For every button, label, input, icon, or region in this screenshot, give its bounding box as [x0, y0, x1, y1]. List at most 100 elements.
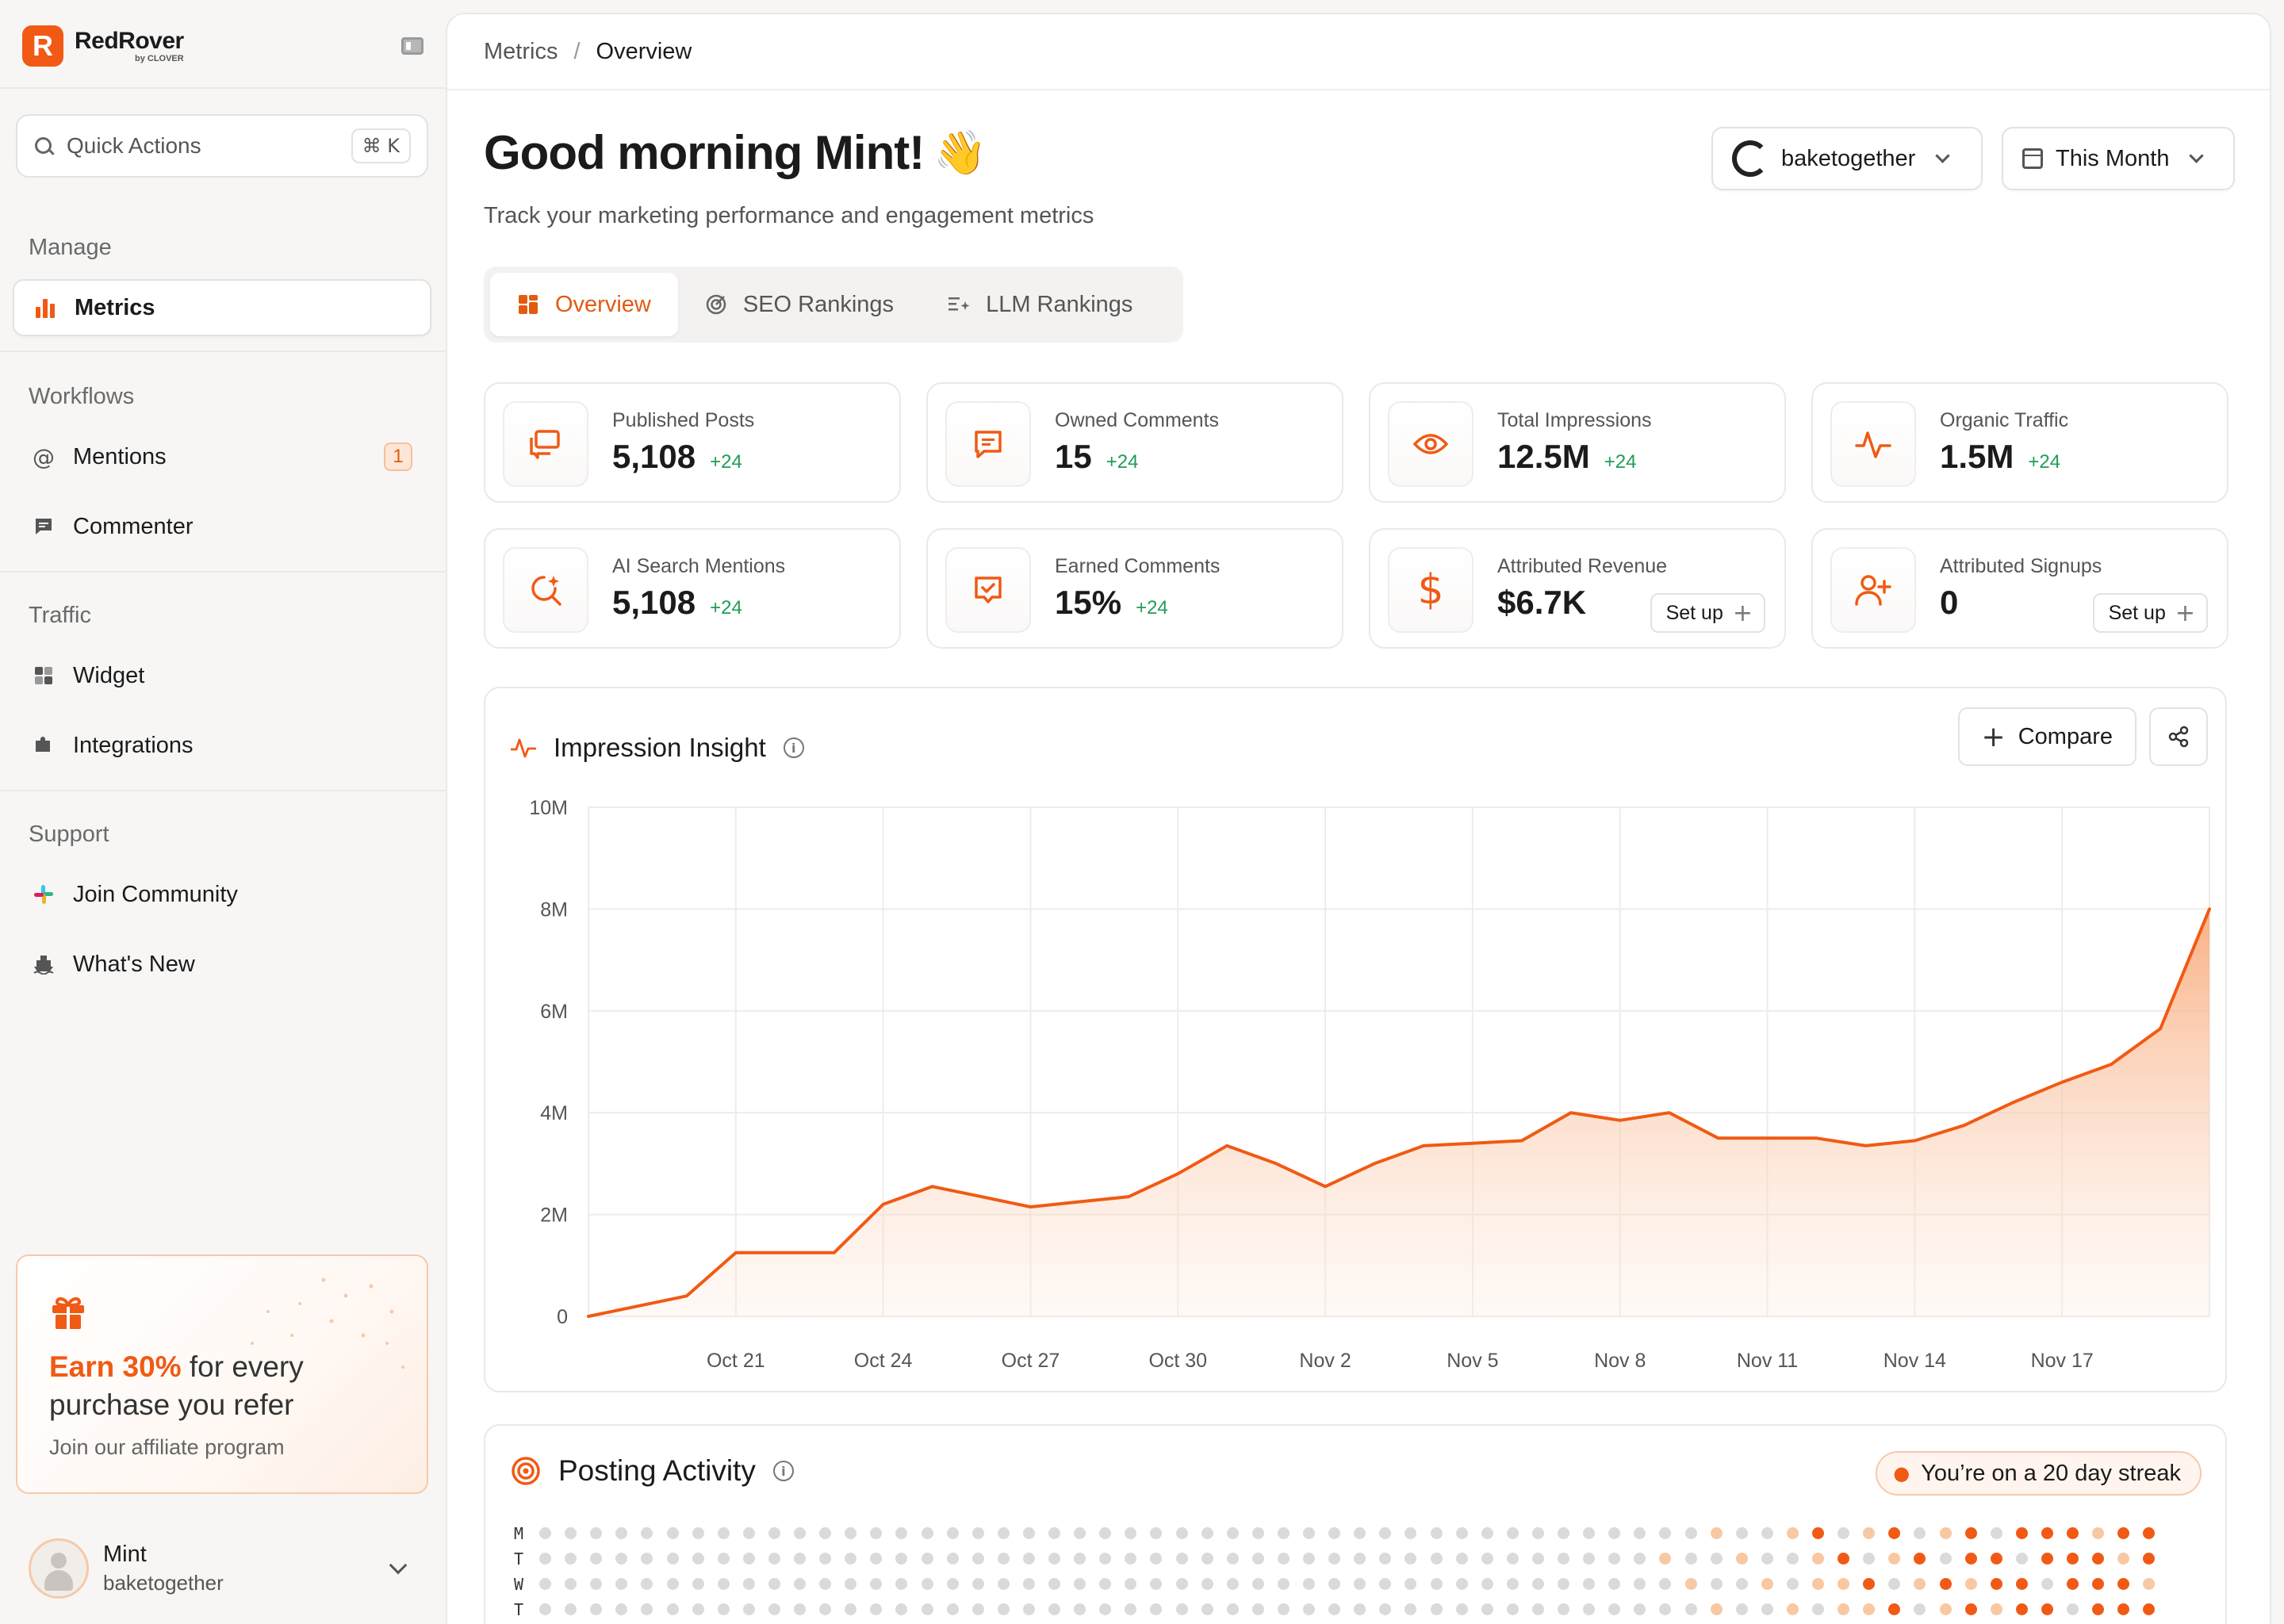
- activity-dot[interactable]: [1634, 1578, 1646, 1590]
- activity-dot[interactable]: [1379, 1603, 1392, 1615]
- user-menu[interactable]: Mint baketogether: [29, 1534, 417, 1603]
- logo-mark[interactable]: R: [22, 25, 63, 67]
- activity-dot[interactable]: [946, 1603, 959, 1615]
- sidebar-collapse-icon[interactable]: [401, 37, 423, 55]
- activity-dot[interactable]: [971, 1527, 984, 1539]
- compare-button[interactable]: + Compare: [1957, 707, 2136, 766]
- activity-dot[interactable]: [895, 1527, 908, 1539]
- activity-dot[interactable]: [1430, 1603, 1443, 1615]
- activity-dot[interactable]: [2041, 1527, 2053, 1539]
- activity-dot[interactable]: [2143, 1578, 2156, 1590]
- activity-dot[interactable]: [1761, 1603, 1773, 1615]
- activity-dot[interactable]: [1914, 1578, 1926, 1590]
- activity-dot[interactable]: [1430, 1527, 1443, 1539]
- activity-dot[interactable]: [1786, 1578, 1799, 1590]
- activity-dot[interactable]: [2117, 1603, 2130, 1615]
- activity-dot[interactable]: [1251, 1553, 1264, 1565]
- activity-dot[interactable]: [1430, 1553, 1443, 1565]
- activity-dot[interactable]: [997, 1578, 1010, 1590]
- activity-dot[interactable]: [1506, 1527, 1519, 1539]
- activity-dot[interactable]: [1405, 1553, 1417, 1565]
- activity-dot[interactable]: [946, 1578, 959, 1590]
- activity-dot[interactable]: [1048, 1578, 1060, 1590]
- tab-llm-rankings[interactable]: LLM Rankings: [921, 273, 1159, 336]
- activity-dot[interactable]: [1786, 1527, 1799, 1539]
- activity-dot[interactable]: [742, 1527, 755, 1539]
- activity-dot[interactable]: [1838, 1527, 1850, 1539]
- activity-dot[interactable]: [2041, 1578, 2053, 1590]
- activity-dot[interactable]: [1583, 1578, 1596, 1590]
- activity-dot[interactable]: [2143, 1603, 2156, 1615]
- activity-dot[interactable]: [1354, 1603, 1366, 1615]
- activity-dot[interactable]: [794, 1553, 806, 1565]
- activity-dot[interactable]: [1328, 1527, 1341, 1539]
- activity-dot[interactable]: [1710, 1553, 1723, 1565]
- activity-dot[interactable]: [1099, 1578, 1112, 1590]
- activity-dot[interactable]: [1201, 1578, 1213, 1590]
- activity-dot[interactable]: [717, 1578, 730, 1590]
- activity-dot[interactable]: [2015, 1603, 2028, 1615]
- activity-dot[interactable]: [539, 1603, 551, 1615]
- activity-dot[interactable]: [768, 1553, 780, 1565]
- activity-dot[interactable]: [1175, 1578, 1188, 1590]
- activity-dot[interactable]: [946, 1527, 959, 1539]
- activity-dot[interactable]: [921, 1527, 933, 1539]
- sidebar-item-metrics[interactable]: Metrics: [13, 279, 431, 336]
- activity-dot[interactable]: [1838, 1553, 1850, 1565]
- activity-dot[interactable]: [641, 1527, 653, 1539]
- activity-dot[interactable]: [870, 1527, 883, 1539]
- activity-dot[interactable]: [590, 1553, 603, 1565]
- activity-dot[interactable]: [565, 1527, 577, 1539]
- activity-dot[interactable]: [1125, 1527, 1137, 1539]
- activity-dot[interactable]: [1022, 1527, 1035, 1539]
- activity-dot[interactable]: [2092, 1603, 2105, 1615]
- activity-dot[interactable]: [590, 1527, 603, 1539]
- activity-dot[interactable]: [1074, 1603, 1086, 1615]
- activity-dot[interactable]: [2143, 1553, 2156, 1565]
- sidebar-item-join-community[interactable]: Join Community: [13, 866, 431, 923]
- activity-dot[interactable]: [1328, 1578, 1341, 1590]
- activity-dot[interactable]: [1990, 1527, 2002, 1539]
- activity-dot[interactable]: [1583, 1553, 1596, 1565]
- activity-dot[interactable]: [717, 1553, 730, 1565]
- activity-dot[interactable]: [692, 1553, 704, 1565]
- activity-dot[interactable]: [2117, 1578, 2130, 1590]
- activity-dot[interactable]: [1048, 1553, 1060, 1565]
- activity-dot[interactable]: [1939, 1603, 1952, 1615]
- breadcrumb-parent[interactable]: Metrics: [484, 38, 558, 64]
- activity-dot[interactable]: [1150, 1553, 1163, 1565]
- activity-dot[interactable]: [2117, 1553, 2130, 1565]
- sidebar-item-mentions[interactable]: @ Mentions 1: [13, 428, 431, 485]
- activity-dot[interactable]: [845, 1603, 857, 1615]
- activity-dot[interactable]: [1939, 1553, 1952, 1565]
- activity-dot[interactable]: [1303, 1578, 1315, 1590]
- activity-dot[interactable]: [1939, 1578, 1952, 1590]
- activity-dot[interactable]: [1531, 1603, 1544, 1615]
- activity-dot[interactable]: [997, 1603, 1010, 1615]
- activity-dot[interactable]: [2143, 1527, 2156, 1539]
- activity-dot[interactable]: [2092, 1527, 2105, 1539]
- activity-dot[interactable]: [1735, 1527, 1748, 1539]
- activity-dot[interactable]: [1990, 1578, 2002, 1590]
- activity-dot[interactable]: [819, 1553, 832, 1565]
- activity-dot[interactable]: [1964, 1553, 1977, 1565]
- activity-dot[interactable]: [1125, 1578, 1137, 1590]
- activity-dot[interactable]: [1659, 1578, 1672, 1590]
- activity-dot[interactable]: [768, 1527, 780, 1539]
- activity-dot[interactable]: [615, 1527, 628, 1539]
- activity-dot[interactable]: [1125, 1603, 1137, 1615]
- activity-dot[interactable]: [1888, 1527, 1901, 1539]
- activity-dot[interactable]: [1455, 1603, 1468, 1615]
- activity-dot[interactable]: [2015, 1527, 2028, 1539]
- activity-dot[interactable]: [2092, 1578, 2105, 1590]
- activity-dot[interactable]: [1048, 1527, 1060, 1539]
- activity-dot[interactable]: [692, 1578, 704, 1590]
- activity-dot[interactable]: [1531, 1578, 1544, 1590]
- stat-card-earned-comments[interactable]: Earned Comments 15% +24: [926, 528, 1343, 649]
- activity-dot[interactable]: [1277, 1553, 1290, 1565]
- activity-dot[interactable]: [742, 1578, 755, 1590]
- activity-dot[interactable]: [539, 1553, 551, 1565]
- activity-dot[interactable]: [819, 1603, 832, 1615]
- activity-dot[interactable]: [1226, 1578, 1239, 1590]
- activity-dot[interactable]: [895, 1603, 908, 1615]
